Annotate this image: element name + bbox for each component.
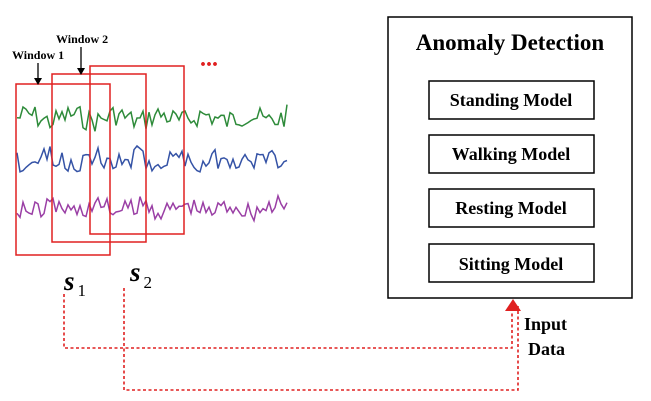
input-label-line1: Input	[524, 314, 567, 334]
sitting-model-label: Sitting Model	[459, 254, 564, 274]
dotted-path-s2	[123, 288, 519, 391]
sensor-signals	[16, 104, 288, 224]
walking-model-label: Walking Model	[452, 144, 571, 164]
sitting-model-box	[428, 243, 595, 283]
ellipsis: ...	[200, 46, 218, 72]
input-flow	[63, 288, 521, 391]
sliding-windows	[15, 65, 185, 256]
input-data-label: Input Data	[524, 314, 567, 359]
dotted-path-s1	[63, 294, 513, 349]
window-2-arrowhead	[77, 68, 85, 75]
signal-green	[16, 104, 288, 132]
input-label-line2: Data	[528, 339, 565, 359]
resting-model-box	[428, 188, 595, 228]
standing-model-label: Standing Model	[450, 90, 573, 110]
window-1-arrowhead	[34, 78, 42, 85]
window-box-2	[51, 73, 147, 243]
signal-blue	[16, 144, 288, 173]
signal-purple	[16, 193, 288, 224]
standing-model-box	[428, 80, 595, 120]
input-arrowhead	[505, 299, 521, 311]
window-box-3	[89, 65, 185, 235]
window-box-1	[15, 83, 111, 256]
segment-2-subscript: 2	[144, 273, 153, 292]
window-label-2: Window 2	[56, 32, 108, 46]
walking-model-box	[428, 134, 595, 174]
segment-1-subscript: 1	[78, 281, 87, 300]
window-label-1: Window 1	[12, 48, 64, 62]
window-labels: Window 1 Window 2	[12, 32, 108, 85]
segment-1-letter: s	[63, 266, 75, 296]
resting-model-label: Resting Model	[455, 198, 567, 218]
anomaly-detection-panel: Anomaly Detection Standing Model Walking…	[387, 16, 633, 299]
segment-2-letter: s	[129, 257, 141, 287]
panel-title: Anomaly Detection	[416, 30, 605, 55]
